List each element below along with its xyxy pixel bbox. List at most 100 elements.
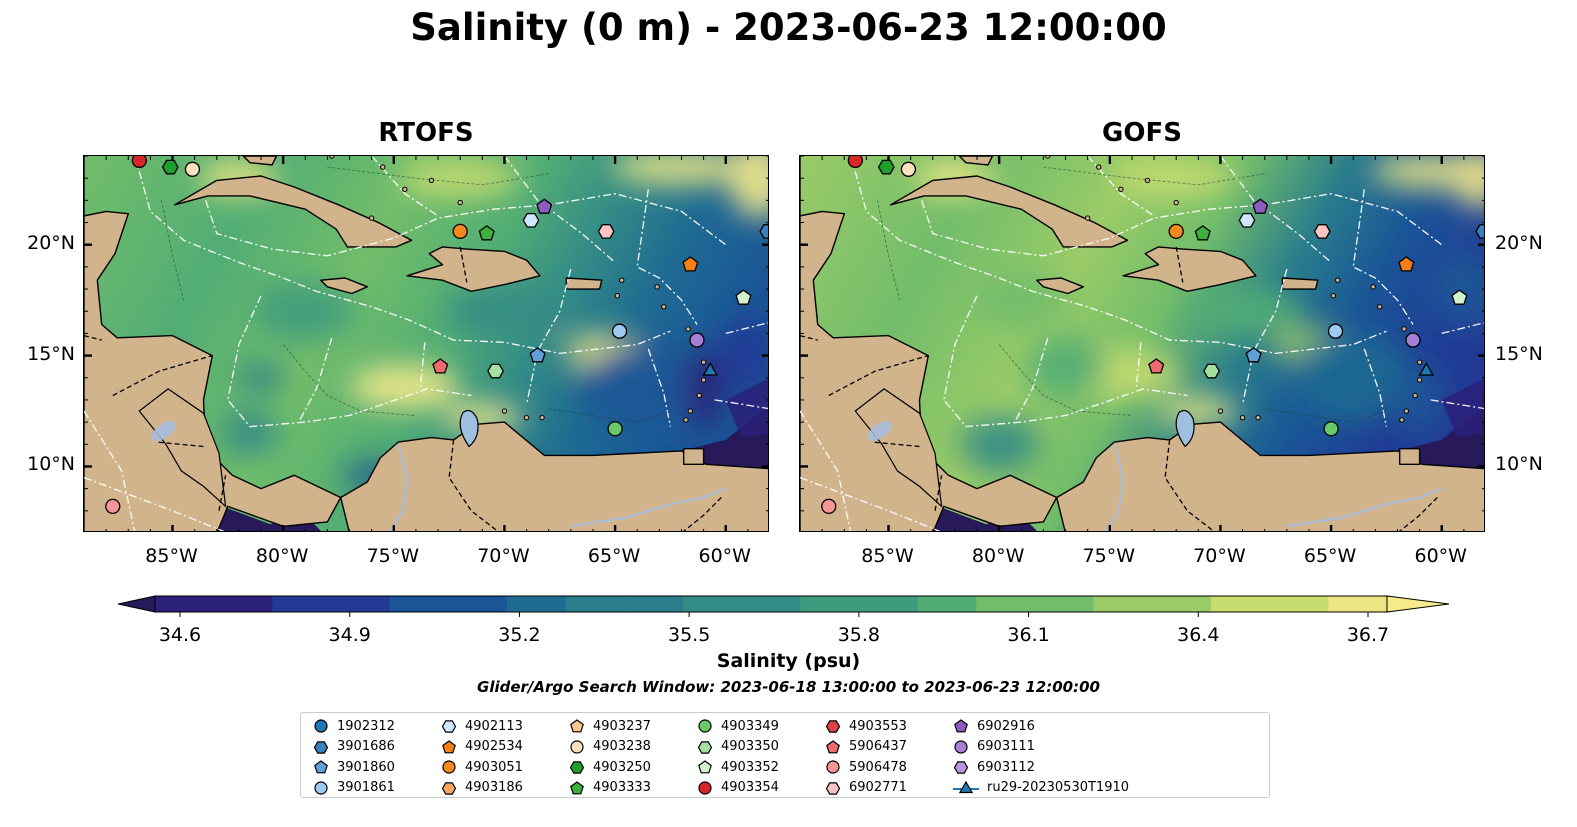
legend-label: 4903352 <box>721 759 779 775</box>
legend-label: 6903111 <box>977 739 1035 754</box>
legend-item: ru29-20230530T1910 <box>953 778 1129 798</box>
legend-marker-icon <box>698 760 712 774</box>
legend-label: 6902916 <box>977 718 1035 734</box>
legend-marker-icon <box>314 780 328 795</box>
platform-marker-4 <box>1238 212 1256 228</box>
legend-item: 5906437 <box>825 737 907 757</box>
legend-label: 4903350 <box>721 739 779 754</box>
legend-item: 4903051 <box>441 757 523 777</box>
rtofs-panel-title: RTOFS <box>378 118 474 148</box>
legend-label: ru29-20230530T1910 <box>987 780 1130 795</box>
legend-item: 4903352 <box>697 757 779 777</box>
colorbar-tick-label: 35.8 <box>838 624 880 646</box>
legend-label: 4902113 <box>465 718 523 734</box>
lon-tick-label: 65°W <box>1303 545 1357 567</box>
legend-item: 6902771 <box>825 778 907 798</box>
legend-label: 4903186 <box>465 780 523 795</box>
platform-marker-15 <box>487 363 505 379</box>
legend-marker-icon <box>954 739 968 754</box>
lon-tick-label: 85°W <box>145 545 198 567</box>
legend-marker-icon <box>825 720 841 733</box>
platform-marker-16 <box>702 362 719 376</box>
legend-marker-icon <box>441 781 457 795</box>
platform-marker-14 <box>1148 358 1165 374</box>
colorbar-tick-label: 36.4 <box>1177 624 1219 646</box>
lat-tick-label-left: 15°N <box>27 342 75 365</box>
legend-marker-icon <box>698 780 712 795</box>
colorbar-tick-label: 34.9 <box>329 624 371 646</box>
platform-marker-17 <box>1323 421 1339 437</box>
platform-marker-2 <box>184 161 201 177</box>
legend-marker-icon <box>314 760 328 774</box>
platform-marker-2 <box>900 161 917 177</box>
legend-label: 1902312 <box>337 718 395 734</box>
lat-tick-label-right: 15°N <box>1495 342 1543 365</box>
platform-marker-3 <box>1252 198 1269 214</box>
gofs-map[interactable] <box>799 155 1485 532</box>
legend-item: 4903238 <box>569 737 651 757</box>
legend-marker-icon <box>441 720 457 733</box>
legend-label: 4903238 <box>593 739 651 754</box>
lon-tick-label: 75°W <box>1082 545 1136 567</box>
legend-label: 3901860 <box>337 759 395 775</box>
platform-marker-5 <box>1168 223 1184 240</box>
colorbar-tick-label: 36.1 <box>1007 624 1049 646</box>
lat-tick-label-left: 10°N <box>27 453 75 476</box>
legend-item: 4902534 <box>441 737 523 757</box>
platform-marker-9 <box>1398 256 1415 272</box>
legend-marker-icon <box>954 719 968 733</box>
platform-marker-13 <box>529 347 546 363</box>
legend-label: 4903354 <box>721 780 779 795</box>
legend-label: 4903237 <box>593 718 651 734</box>
legend-marker-icon <box>570 780 584 794</box>
lat-tick-label-left: 20°N <box>27 231 75 254</box>
platform-marker-15 <box>1203 363 1221 379</box>
legend-item: 4903354 <box>697 778 779 798</box>
legend-label: 4903051 <box>465 759 523 775</box>
legend-item: 6903111 <box>953 737 1035 757</box>
legend-item: 1902312 <box>313 716 395 736</box>
platform-marker-1 <box>877 159 895 175</box>
legend-marker-icon <box>314 719 328 733</box>
legend-marker-icon <box>697 740 713 754</box>
legend-label: 5906478 <box>849 759 907 775</box>
legend-marker-icon <box>442 739 456 753</box>
platform-marker-4 <box>522 212 540 228</box>
legend-label: 3901861 <box>337 780 395 795</box>
lat-tick-label-right: 10°N <box>1495 453 1543 476</box>
legend-marker-icon <box>953 761 969 774</box>
platform-marker-3 <box>536 198 553 214</box>
platform-marker-0 <box>847 156 863 169</box>
figure-title: Salinity (0 m) - 2023-06-23 12:00:00 <box>410 6 1167 49</box>
platform-marker-12 <box>1405 332 1421 348</box>
lon-tick-label: 70°W <box>477 545 530 567</box>
platform-marker-6 <box>1194 225 1211 241</box>
legend-item: 3901686 <box>313 737 395 757</box>
platform-marker-16 <box>1418 362 1435 376</box>
legend-label: 6903112 <box>977 759 1035 775</box>
legend-item: 3901861 <box>313 778 395 798</box>
lat-tick-label-right: 20°N <box>1495 231 1543 254</box>
legend-marker-icon <box>569 761 585 774</box>
colorbar-tick-label: 35.5 <box>668 624 710 646</box>
legend-marker-icon <box>953 780 979 793</box>
platform-marker-10 <box>735 289 752 305</box>
platform-marker-12 <box>689 332 705 348</box>
legend-item: 4903349 <box>697 716 779 736</box>
colorbar-tick-label: 34.6 <box>159 624 201 646</box>
legend-item: 4903237 <box>569 716 651 736</box>
legend-label: 4903349 <box>721 718 779 734</box>
platform-marker-11 <box>611 323 628 339</box>
legend-label: 4903333 <box>593 780 651 795</box>
platform-marker-18 <box>821 498 837 515</box>
colorbar-tick-label: 35.2 <box>498 624 540 646</box>
gofs-map-canvas <box>800 156 1484 531</box>
platform-marker-11 <box>1327 323 1344 339</box>
legend-marker-icon <box>570 739 584 754</box>
legend-label: 6902771 <box>849 780 907 795</box>
legend-marker-icon <box>825 781 841 795</box>
legend-marker-icon <box>442 760 456 774</box>
rtofs-map[interactable] <box>83 155 769 532</box>
platform-marker-7 <box>1313 224 1331 239</box>
legend-item: 3901860 <box>313 757 395 777</box>
